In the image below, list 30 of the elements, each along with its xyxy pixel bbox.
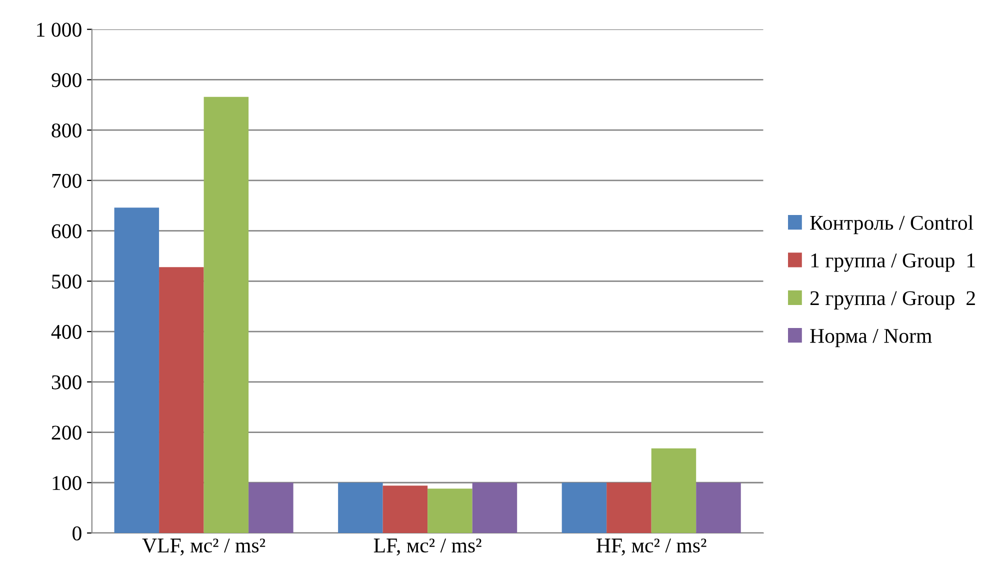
y-tick-label: 700 — [52, 174, 82, 188]
bar — [204, 96, 249, 533]
y-tick-label: 400 — [51, 324, 82, 339]
x-tick-label: LF, мс² / ms² — [374, 538, 482, 556]
legend-label: 1 группа / Group 1 — [811, 254, 975, 272]
x-tick-label: HF, мс² / ms² — [596, 538, 706, 556]
bar — [696, 482, 741, 533]
bar — [248, 482, 294, 533]
legend-label: 2 группа / Group 2 — [810, 291, 975, 310]
bar — [114, 208, 160, 533]
bar — [562, 482, 607, 533]
bar — [472, 482, 518, 533]
x-tick-label: VLF, мс² / ms² — [142, 538, 266, 556]
y-tick-label: 900 — [52, 73, 82, 88]
bar — [651, 448, 696, 533]
y-tick-label: 1 000 — [37, 22, 82, 37]
y-tick-label: 100 — [52, 476, 82, 490]
bar — [382, 486, 428, 533]
legend-label: Контроль / Control — [810, 215, 974, 234]
bar — [428, 488, 472, 533]
y-tick-label: 600 — [52, 224, 82, 238]
y-tick-label: 500 — [52, 274, 82, 289]
y-tick-label: 300 — [52, 375, 82, 390]
bar — [606, 482, 652, 533]
bar — [338, 482, 383, 533]
bar — [159, 267, 204, 533]
legend-label: Норма / Norm — [810, 328, 932, 348]
y-tick-label: 0 — [72, 526, 82, 540]
y-tick-label: 800 — [52, 123, 82, 138]
y-tick-label: 200 — [52, 426, 82, 440]
